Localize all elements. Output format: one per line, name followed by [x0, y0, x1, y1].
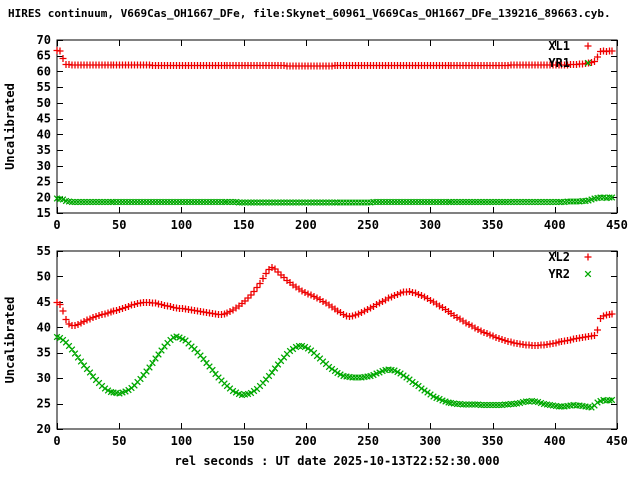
x-tick-label: 150: [233, 218, 255, 232]
y-tick-label: 20: [37, 190, 51, 204]
series-markers-YR1: [53, 194, 616, 206]
legend-marker-cross-icon: [584, 59, 592, 67]
y-tick-label: 35: [37, 346, 51, 360]
x-tick-label: 450: [606, 218, 628, 232]
x-tick-label: 100: [171, 218, 193, 232]
x-tick-label: 400: [544, 434, 566, 448]
y-tick-label: 25: [37, 175, 51, 189]
x-tick-label: 300: [419, 434, 441, 448]
x-tick-label: 150: [233, 434, 255, 448]
x-tick-label: 250: [357, 218, 379, 232]
x-tick-label: 450: [606, 434, 628, 448]
series-markers-YR2: [53, 333, 616, 411]
x-tick-label: 350: [482, 434, 504, 448]
y-axis-label: Uncalibrated: [3, 83, 17, 170]
y-tick-label: 50: [37, 96, 51, 110]
x-axis-label: rel seconds : UT date 2025-10-13T22:52:3…: [174, 454, 499, 468]
x-tick-label: 300: [419, 218, 441, 232]
legend-label-YR1: YR1: [548, 56, 570, 70]
y-tick-label: 40: [37, 127, 51, 141]
x-tick-label: 0: [53, 434, 60, 448]
legend-marker-plus-icon: [584, 42, 592, 50]
y-tick-label: 20: [37, 422, 51, 436]
y-tick-label: 35: [37, 143, 51, 157]
x-tick-label: 0: [53, 218, 60, 232]
legend-marker-cross-icon: [584, 270, 592, 278]
legend-marker-plus-icon: [584, 253, 592, 261]
y-tick-label: 60: [37, 64, 51, 78]
x-tick-label: 250: [357, 434, 379, 448]
y-tick-label: 55: [37, 244, 51, 258]
y-tick-label: 50: [37, 269, 51, 283]
plot-frame: [56, 39, 618, 214]
legend-label-XL1: XL1: [548, 39, 570, 53]
y-tick-label: 45: [37, 295, 51, 309]
x-tick-label: 50: [112, 434, 126, 448]
y-tick-label: 70: [37, 33, 51, 47]
x-tick-label: 50: [112, 218, 126, 232]
legend-label-XL2: XL2: [548, 250, 570, 264]
subplot-bottom: 0 50 100 150 200 250 300 350 400 450 20 25 30 35 40 45 5…: [3, 244, 628, 468]
x-tick-label: 400: [544, 218, 566, 232]
y-tick-label: 30: [37, 159, 51, 173]
y-tick-label: 65: [37, 49, 51, 63]
plot-frame: [56, 250, 618, 430]
y-tick-label: 55: [37, 80, 51, 94]
y-axis-label: Uncalibrated: [3, 297, 17, 384]
x-tick-label: 200: [295, 218, 317, 232]
chart-title: HIRES continuum, V669Cas_OH1667_DFe, fil…: [8, 7, 611, 20]
series-markers-XL2: [53, 264, 616, 349]
x-tick-label: 100: [171, 434, 193, 448]
y-tick-label: 40: [37, 320, 51, 334]
series-markers-XL1: [53, 47, 616, 70]
y-tick-label: 45: [37, 112, 51, 126]
y-tick-label: 15: [37, 206, 51, 220]
subplot-top: 0 50 100 150 200 250 300 350 400 450 15 2025 30 35 404…: [3, 33, 628, 232]
legend-label-YR2: YR2: [548, 267, 570, 281]
x-tick-label: 200: [295, 434, 317, 448]
y-tick-label: 30: [37, 371, 51, 385]
x-tick-label: 350: [482, 218, 504, 232]
y-tick-label: 25: [37, 397, 51, 411]
